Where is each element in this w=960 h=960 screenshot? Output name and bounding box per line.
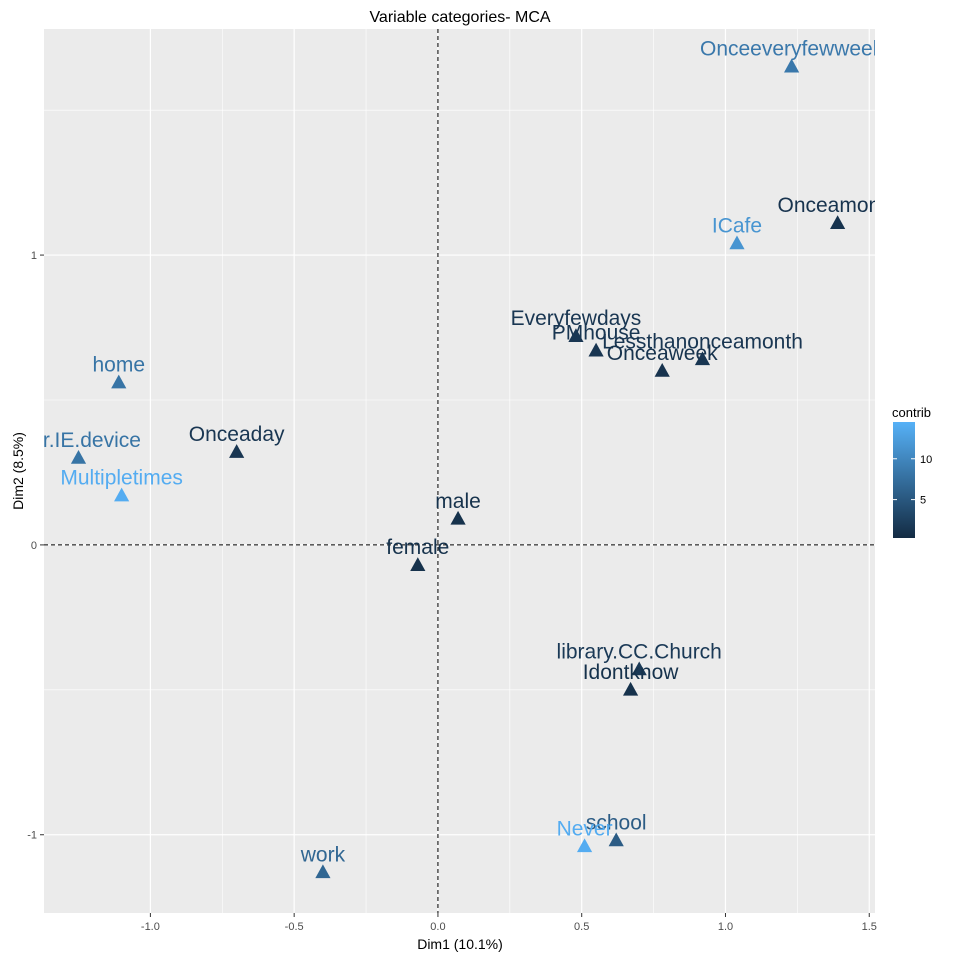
- point-label: male: [435, 490, 481, 513]
- point-label: Lessthanonceamonth: [602, 330, 803, 353]
- y-tick-label: -1: [27, 830, 37, 842]
- plot-panel: [44, 29, 875, 913]
- legend-tick-label: 10: [920, 454, 932, 466]
- point-marker: [229, 444, 245, 458]
- point-marker: [729, 235, 745, 250]
- y-tick-label: 1: [31, 250, 37, 262]
- point-marker: [631, 661, 647, 676]
- point-label: Onceeveryfewweek: [700, 38, 884, 61]
- point-label: ICafe: [712, 214, 762, 237]
- x-tick-label: 1.0: [718, 921, 733, 933]
- point-label: PMhouse: [552, 322, 641, 345]
- point-label: Idontknow: [583, 661, 680, 684]
- point-marker: [694, 351, 711, 366]
- point-marker: [588, 342, 604, 357]
- point-labels: Onceeveryfewweek Onceamonth ICafe Everyfewd…: [15, 38, 897, 867]
- x-tick-label: 0.0: [430, 921, 445, 933]
- color-legend: contrib 5 10: [892, 405, 932, 538]
- data-points: [70, 58, 846, 879]
- point-label: library.CC.Church: [557, 641, 722, 664]
- point-label: home: [92, 354, 145, 377]
- x-tick-label: -0.5: [285, 921, 304, 933]
- point-label: female: [386, 536, 449, 559]
- y-axis-ticks: -1 0 1: [27, 250, 44, 842]
- point-marker: [608, 832, 624, 847]
- x-tick-label: 1.5: [862, 921, 877, 933]
- point-label: whr.IE.device: [15, 429, 141, 452]
- legend-title: contrib: [892, 405, 931, 420]
- x-axis-label: Dim1 (10.1%): [417, 936, 503, 952]
- grid-minor: [44, 29, 875, 913]
- point-marker: [784, 58, 800, 73]
- x-tick-label: 0.5: [574, 921, 589, 933]
- point-marker: [654, 363, 670, 377]
- point-marker: [111, 374, 127, 389]
- x-axis-ticks: -1.0 -0.5 0.0 0.5 1.0 1.5: [141, 913, 877, 933]
- point-marker: [576, 838, 593, 853]
- legend-colorbar: [893, 422, 915, 538]
- reference-lines: [44, 29, 875, 913]
- y-tick-label: 0: [31, 540, 37, 552]
- point-marker: [830, 215, 846, 229]
- point-label: Multipletimes: [60, 467, 183, 490]
- point-label: school: [586, 812, 647, 835]
- y-axis-label: Dim2 (8.5%): [10, 432, 26, 510]
- point-marker: [70, 449, 87, 464]
- chart-title: Variable categories- MCA: [369, 9, 550, 26]
- point-label: Never: [557, 817, 613, 840]
- legend-ticks: 5 10: [893, 454, 932, 507]
- legend-tick-label: 5: [920, 495, 926, 507]
- point-marker: [315, 864, 331, 879]
- point-label: Onceaweek: [607, 342, 718, 365]
- point-marker: [410, 557, 426, 571]
- point-label: work: [300, 843, 346, 866]
- point-marker: [450, 510, 466, 525]
- point-marker: [622, 681, 639, 696]
- point-label: Everyfewdays: [511, 307, 642, 330]
- point-marker: [568, 328, 584, 342]
- point-label: Onceaday: [189, 423, 285, 446]
- x-tick-label: -1.0: [141, 921, 160, 933]
- point-label: Onceamonth: [777, 194, 897, 217]
- point-marker: [114, 487, 130, 502]
